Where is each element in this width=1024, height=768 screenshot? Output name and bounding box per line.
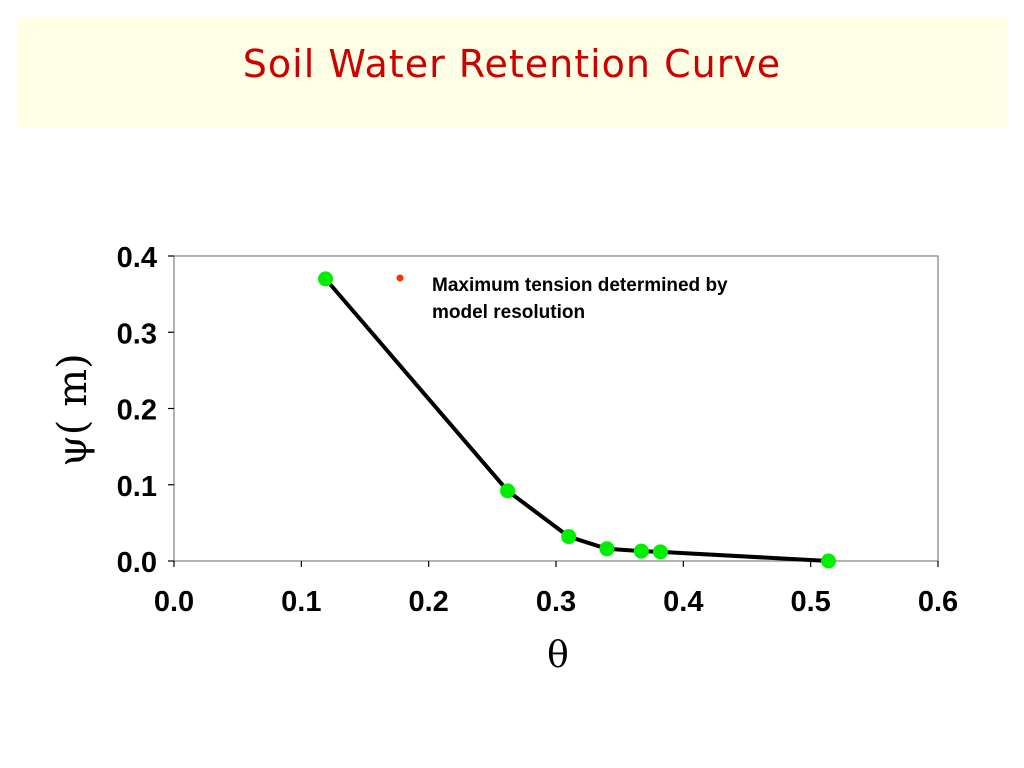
y-tick-label: 0.3 [117,318,157,350]
y-tick-label: 0.1 [117,471,157,503]
annotation-bullet [396,274,404,282]
plot-area-frame [173,255,939,562]
annotation-line-1: Maximum tension determined by [432,275,728,296]
y-tick-label: 0.2 [117,395,157,427]
y-axis-label: ψ( m) [50,353,96,466]
slide-title: Soil Water Retention Curve [242,42,782,86]
x-tick-label: 0.4 [663,586,703,618]
data-point [500,483,516,499]
x-tick-label: 0.5 [791,586,831,618]
y-tick-label: 0.4 [117,242,157,274]
title-banner: Soil Water Retention Curve [17,17,1007,127]
data-point [599,541,615,557]
x-tick-label: 0.6 [918,586,958,618]
data-point [633,543,649,559]
axes: 0.0 0.1 0.2 0.3 0.4 0.5 0.6 0.0 0.1 0.2 0.3 0.4 [117,242,958,618]
x-axis-label: θ [547,635,569,676]
data-point [561,529,577,545]
x-tick-label: 0.2 [409,586,449,618]
x-tick-label: 0.3 [536,586,576,618]
data-point [318,271,334,287]
series-group [318,271,836,569]
data-point [652,544,668,560]
y-tick-label: 0.0 [117,547,157,579]
x-tick-label: 0.1 [281,586,321,618]
data-point [820,553,836,569]
annotation-line-2: model resolution [432,302,585,323]
x-tick-label: 0.0 [154,586,194,618]
